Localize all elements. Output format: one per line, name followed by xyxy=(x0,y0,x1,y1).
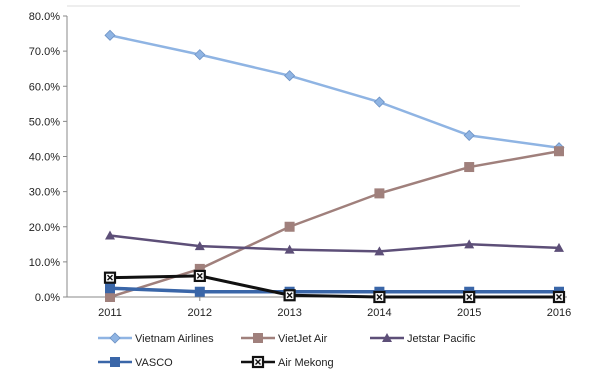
y-tick-label: 40.0% xyxy=(29,152,60,164)
data-point-vietjet-air xyxy=(464,162,475,173)
y-tick-label: 0.0% xyxy=(35,292,60,304)
legend-item-vasco: VASCO xyxy=(98,357,173,369)
x-tick-label: 2013 xyxy=(277,307,301,319)
data-point-vietnam-airlines xyxy=(284,70,296,82)
series-jetstar-pacific xyxy=(105,230,564,256)
data-point-jetstar-pacific xyxy=(194,241,205,251)
series-vietjet-air xyxy=(105,146,564,302)
y-tick-label: 50.0% xyxy=(29,116,60,128)
data-point-vietjet-air xyxy=(194,263,205,274)
y-tick-label: 30.0% xyxy=(29,187,60,199)
series-line-vietjet-air xyxy=(109,150,560,299)
x-tick-label: 2012 xyxy=(188,307,212,319)
x-axis: 2011 2012 2013 2014 2015 2016 xyxy=(67,296,571,319)
data-point-vietjet-air xyxy=(105,292,115,302)
series-layer xyxy=(103,29,566,304)
y-axis: 0.0% 10.0% 20.0% 30.0% 40.0% 50.0% 60.0% 70.0% 8… xyxy=(29,11,68,304)
y-tick-label: 20.0% xyxy=(29,222,60,234)
data-point-vietnam-airlines xyxy=(463,129,475,141)
series-line-jetstar-pacific xyxy=(109,234,560,253)
data-point-jetstar-pacific xyxy=(374,246,385,256)
legend-item-air-mekong: Air Mekong xyxy=(241,355,334,369)
y-tick-label: 70.0% xyxy=(29,46,60,58)
data-point-air-mekong xyxy=(373,290,386,304)
series-line-vasco xyxy=(109,286,559,294)
data-point-jetstar-pacific xyxy=(105,230,115,240)
series-line-air-mekong xyxy=(109,274,559,299)
data-point-vietnam-airlines xyxy=(373,96,385,108)
data-point-vietjet-air xyxy=(554,146,564,157)
y-tick-label: 60.0% xyxy=(29,81,60,93)
data-point-jetstar-pacific xyxy=(284,244,295,254)
x-tick-label: 2015 xyxy=(457,307,481,319)
data-point-vasco xyxy=(194,286,205,297)
data-point-vietjet-air xyxy=(284,221,295,232)
data-point-air-mekong xyxy=(283,289,296,302)
data-point-air-mekong xyxy=(103,271,117,284)
y-tick-label: 80.0% xyxy=(29,11,60,23)
legend-item-vietnam-airlines: Vietnam Airlines xyxy=(98,332,214,345)
legend-label: Jetstar Pacific xyxy=(407,333,476,345)
legend-marker xyxy=(253,333,263,343)
x-tick-label: 2011 xyxy=(98,307,122,319)
data-point-jetstar-pacific xyxy=(464,239,475,249)
series-vietnam-airlines xyxy=(104,29,565,154)
data-point-air-mekong xyxy=(463,290,476,304)
legend-marker xyxy=(382,333,392,342)
series-line-vietnam-airlines xyxy=(109,34,560,149)
data-point-air-mekong xyxy=(552,290,566,304)
x-tick-label: 2014 xyxy=(367,307,391,319)
x-tick-label: 2016 xyxy=(547,307,571,319)
series-air-mekong xyxy=(103,269,566,304)
data-point-air-mekong xyxy=(193,269,206,283)
legend-label: Vietnam Airlines xyxy=(135,333,214,345)
y-tick-label: 10.0% xyxy=(29,257,60,269)
data-point-vietnam-airlines xyxy=(194,49,206,61)
legend-marker xyxy=(110,357,120,367)
legend-marker xyxy=(109,332,121,344)
legend-marker xyxy=(251,355,265,369)
legend-label: VASCO xyxy=(135,357,173,369)
legend-item-vietjet-air: VietJet Air xyxy=(241,333,328,345)
legend-item-jetstar-pacific: Jetstar Pacific xyxy=(370,333,476,345)
data-point-vietjet-air xyxy=(374,188,385,199)
data-point-vasco xyxy=(105,283,115,294)
data-point-vietnam-airlines xyxy=(104,29,116,41)
legend: Vietnam Airlines VietJet Air Jetstar Pacif… xyxy=(98,332,476,369)
legend-label: VietJet Air xyxy=(278,333,328,345)
data-point-jetstar-pacific xyxy=(554,242,564,252)
legend-label: Air Mekong xyxy=(278,357,334,369)
